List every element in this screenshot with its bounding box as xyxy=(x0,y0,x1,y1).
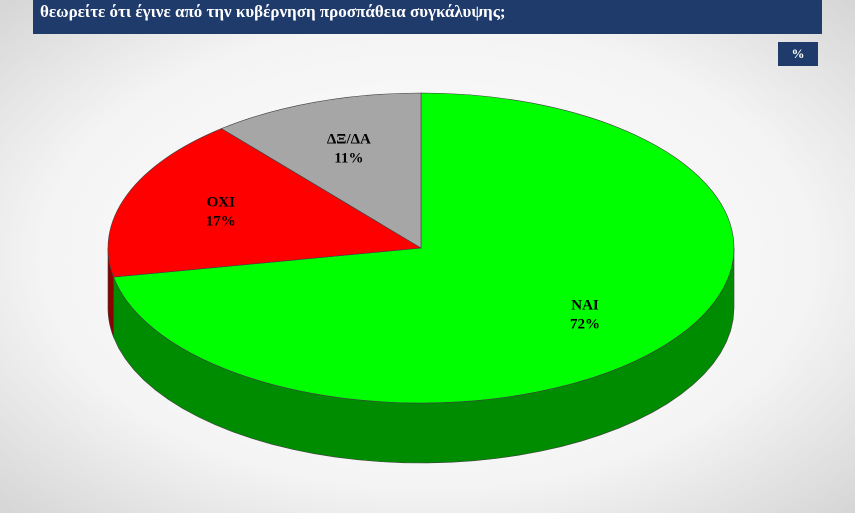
unit-label: % xyxy=(792,46,805,61)
chart-title: θεωρείτε ότι έγινε από την κυβέρνηση προ… xyxy=(40,2,506,21)
pie: ΝΑΙ 72% ΟΧΙ 17% ΔΞ/ΔΑ 11% xyxy=(107,92,735,464)
title-bar xyxy=(33,0,822,34)
slice xyxy=(113,92,735,404)
slice xyxy=(107,128,422,278)
value-label: 72% xyxy=(570,317,600,333)
slice-label: ΝΑΙ xyxy=(571,298,599,314)
value-label: 17% xyxy=(206,214,236,230)
value-label: 11% xyxy=(334,150,363,166)
slice-label: ΟΧΙ xyxy=(207,195,236,211)
slice xyxy=(220,92,422,249)
unit-box xyxy=(778,42,818,66)
slice-label: ΔΞ/ΔΑ xyxy=(327,131,371,147)
